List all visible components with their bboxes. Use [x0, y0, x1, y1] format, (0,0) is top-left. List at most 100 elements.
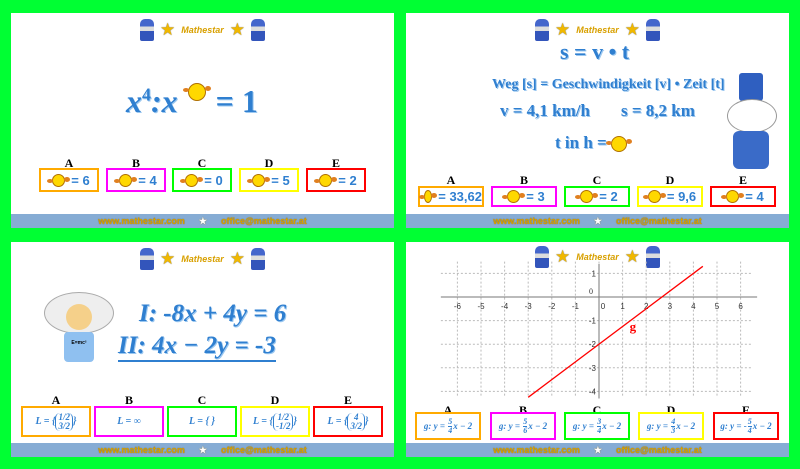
answer-option-a[interactable]: = 33,62: [418, 186, 484, 207]
website-link[interactable]: www.mathestar.com: [493, 445, 580, 455]
star-icon: ★: [198, 215, 207, 226]
solution-vector: 1/2 -1/2: [272, 412, 294, 431]
email-link[interactable]: office@mathestar.at: [615, 445, 702, 455]
smiley-placeholder-icon: [247, 173, 271, 187]
answer-value: = 33,62: [438, 189, 482, 204]
smiley-placeholder-icon: [605, 136, 632, 153]
answer-option-b[interactable]: = 4: [106, 168, 166, 192]
equation-1: I: -8x + 4y = 6: [139, 300, 287, 327]
y-tick-label: -2: [589, 340, 597, 349]
wizard-icon: [646, 246, 660, 268]
answer-option-a[interactable]: = 6: [39, 168, 99, 192]
x-tick-label: -1: [572, 302, 580, 311]
answer-label-e: E: [741, 403, 750, 417]
distance-value: s = 8,2 km: [621, 101, 695, 120]
answer-option-c[interactable]: = 0: [172, 168, 232, 192]
footer: www.mathestar.com ★ office@mathestar.at: [406, 214, 789, 228]
answer-prefix: g: y =: [720, 421, 742, 431]
answer-option-b[interactable]: L = ∞: [94, 406, 164, 437]
answer-prefix: L =: [35, 416, 50, 427]
x-tick-label: -3: [525, 302, 533, 311]
answer-value: = 2: [599, 189, 618, 204]
line-label: g: [630, 319, 637, 334]
x-tick-label: -4: [501, 302, 509, 311]
website-link[interactable]: www.mathestar.com: [98, 216, 185, 226]
answer-option-a[interactable]: L = {1/2 3/2}: [21, 406, 91, 437]
smiley-placeholder-icon: [418, 190, 438, 203]
wizard-icon: [139, 248, 154, 270]
wizard-icon: [534, 246, 549, 268]
answer-option-e[interactable]: = 4: [710, 186, 776, 207]
answer-suffix: x − 2: [676, 421, 696, 431]
website-link[interactable]: www.mathestar.com: [98, 445, 185, 455]
answer-label-b: B: [519, 173, 528, 187]
website-link[interactable]: www.mathestar.com: [493, 216, 580, 226]
star-icon: ★: [624, 247, 640, 266]
answer-value: = 6: [71, 172, 90, 188]
answer-label-a: A: [446, 173, 456, 187]
answer-option-d[interactable]: = 9,6: [637, 186, 703, 207]
footer: www.mathestar.com ★ office@mathestar.at: [406, 443, 789, 457]
x-tick-label: 4: [691, 302, 696, 311]
answer-label-b: B: [131, 156, 140, 170]
answer-label-e: E: [331, 156, 340, 170]
slide-speed: ★ Mathestar ★ s = v • t Weg [s] = Geschwin…: [406, 13, 789, 228]
answer-prefix: g: y =: [572, 421, 594, 431]
email-link[interactable]: office@mathestar.at: [220, 216, 307, 226]
answer-prefix: L =: [253, 416, 267, 427]
email-link[interactable]: office@mathestar.at: [220, 445, 307, 455]
answer-option-e[interactable]: = 2: [306, 168, 366, 192]
smiley-placeholder-icon: [721, 190, 745, 203]
brand-name: Mathestar: [181, 254, 224, 264]
answer-label-d: D: [270, 393, 280, 407]
answer-label-d: D: [264, 156, 274, 170]
answer-option-d[interactable]: = 5: [239, 168, 299, 192]
answer-option-b[interactable]: = 3: [491, 186, 557, 207]
mathestar-header: ★ Mathestar ★: [406, 244, 789, 270]
star-icon: ★: [159, 249, 176, 268]
answer-option-c[interactable]: = 2: [564, 186, 630, 207]
answer-label-d: D: [666, 403, 676, 417]
email-link[interactable]: office@mathestar.at: [615, 216, 702, 226]
answer-label-e: E: [343, 393, 352, 407]
x-tick-label: -6: [454, 302, 462, 311]
smiley-placeholder-icon: [642, 190, 666, 203]
answer-label-c: C: [197, 156, 207, 170]
footer: www.mathestar.com ★ office@mathestar.at: [11, 443, 394, 457]
x-tick-label: 5: [715, 302, 720, 311]
answer-label-a: A: [64, 156, 74, 170]
smiley-placeholder-icon: [502, 190, 526, 203]
answer-option-e[interactable]: L = {4 3/2}: [313, 406, 383, 437]
y-tick-label: -4: [589, 387, 597, 396]
y-tick-label: 1: [592, 269, 597, 278]
solution-vector: 4 3/2: [347, 412, 365, 431]
x-tick-label: 2: [644, 302, 649, 311]
x-tick-label: -5: [477, 302, 485, 311]
answer-option-c[interactable]: L = { }: [167, 406, 237, 437]
wizard-icon: [534, 19, 549, 41]
answer-suffix: x − 2: [528, 421, 548, 431]
y-tick-label: 0: [589, 287, 593, 296]
answer-value: = 3: [526, 189, 545, 204]
x-tick-label: 3: [668, 302, 673, 311]
wizard-icon: [646, 19, 660, 41]
smiley-placeholder-icon: [182, 83, 211, 101]
answer-option-d[interactable]: L = {1/2 -1/2}: [240, 406, 310, 437]
mathestar-header: ★ Mathestar ★: [11, 17, 394, 43]
star-icon: ★: [624, 20, 640, 39]
star-icon: ★: [159, 20, 176, 39]
professor-illustration: [721, 73, 781, 178]
answer-value: L = ∞: [117, 416, 141, 427]
einstein-illustration: E=mc²: [44, 292, 114, 377]
y-tick-label: -3: [589, 364, 597, 373]
answer-suffix: x − 2: [453, 421, 473, 431]
mathestar-header: ★ Mathestar ★: [406, 17, 789, 43]
